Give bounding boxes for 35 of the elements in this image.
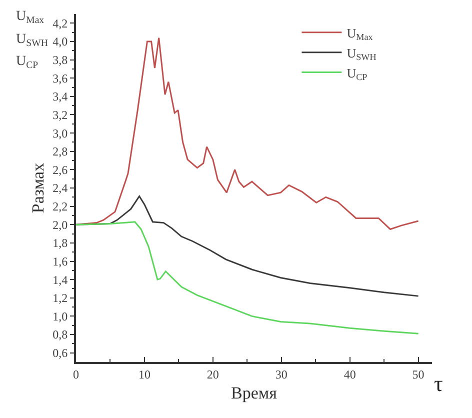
text: U$_{SWH}$ <box>16 32 48 49</box>
y-tick-label: 2,8 <box>52 144 68 159</box>
y-tick-label: 3,2 <box>52 108 68 122</box>
y-tick-label: 1,0 <box>52 309 68 324</box>
x-tick-label: 10 <box>138 367 150 382</box>
y-tick-label: 2,0 <box>52 218 68 232</box>
y-tick-label: 3,6 <box>52 71 68 86</box>
x-tick-label: 50 <box>412 367 424 382</box>
x-tick-label: 30 <box>275 367 288 382</box>
y-tick-label: 2,6 <box>52 162 68 177</box>
x-axis-title: Время <box>231 383 278 402</box>
y-tick-label: 1,6 <box>52 254 68 268</box>
y-tick-label: 1,4 <box>52 272 68 287</box>
y-tick-label: 3,8 <box>52 52 68 67</box>
y-tick-label: 4,0 <box>52 34 68 49</box>
y-tick-label: 0,8 <box>52 328 68 342</box>
y-tick-label: 2,2 <box>52 200 68 214</box>
y-tick-label: 4,2 <box>52 16 68 30</box>
x-tick-label: 20 <box>206 367 219 382</box>
legend-label: U$_{SWH}$ <box>346 45 377 62</box>
text: τ <box>434 371 443 396</box>
text: U$_{Max}$ <box>16 9 44 26</box>
legend-label: U$_{Max}$ <box>346 26 374 42</box>
y-tick-label: 3,4 <box>52 90 68 104</box>
legend-label: U$_{CP}$ <box>346 65 368 82</box>
y-tick-label: 1,2 <box>52 291 68 306</box>
y-tick-label: 2,4 <box>52 181 68 196</box>
x-tick-label: 40 <box>344 367 356 382</box>
text: U$_{CP}$ <box>16 54 39 71</box>
y-tick-label: 0,6 <box>52 346 68 360</box>
y-axis-title: Размах <box>28 162 48 214</box>
y-tick-label: 1,8 <box>52 236 68 250</box>
line-series <box>76 221 420 334</box>
y-tick-label: 3,0 <box>52 126 68 140</box>
x-tick-label: 0 <box>73 367 79 382</box>
